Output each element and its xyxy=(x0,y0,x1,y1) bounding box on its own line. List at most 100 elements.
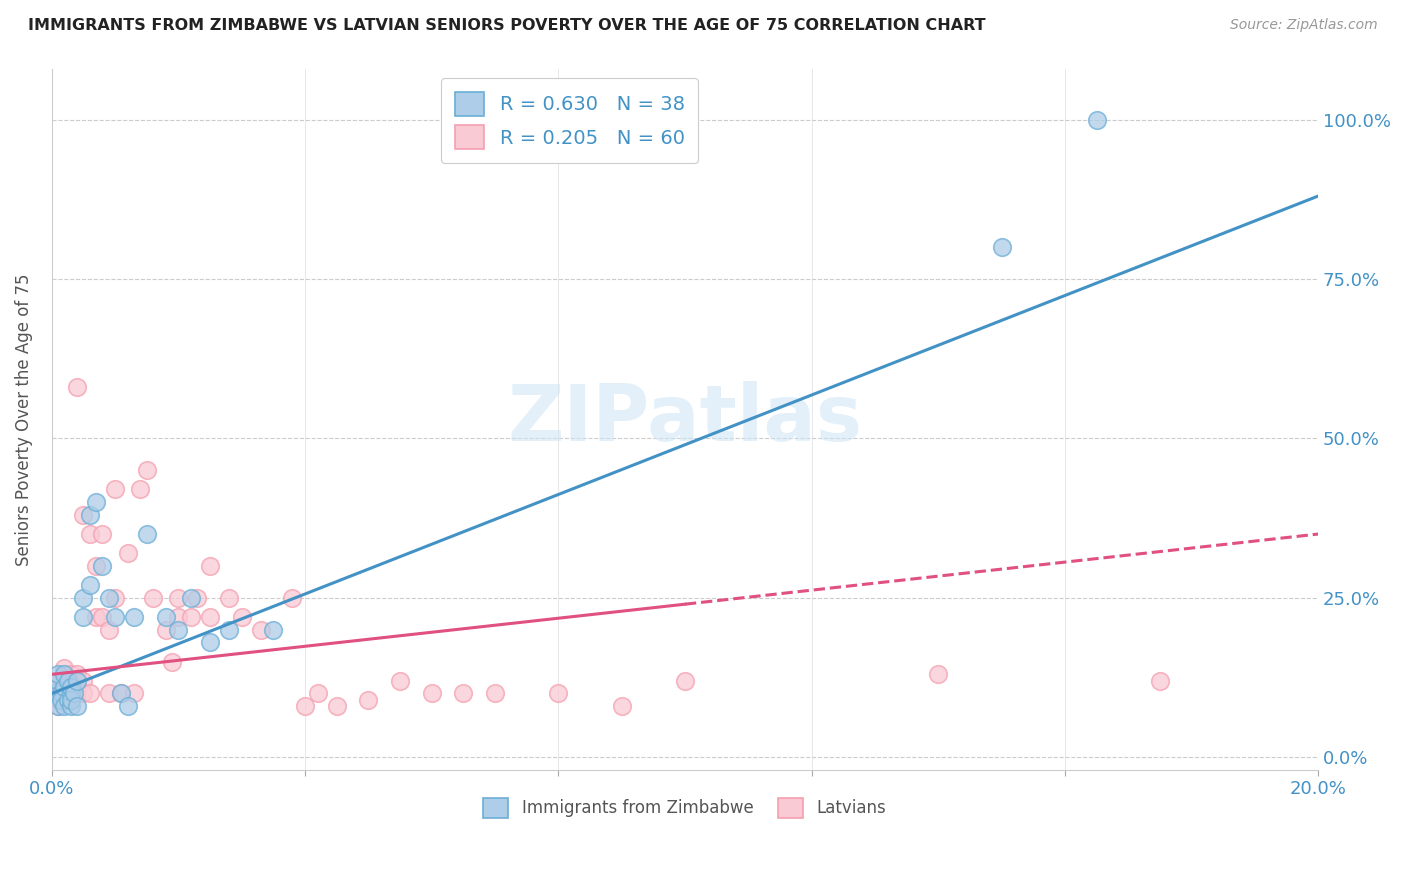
Point xyxy=(72,610,94,624)
Point xyxy=(135,527,157,541)
Point xyxy=(180,610,202,624)
Point xyxy=(72,591,94,605)
Point xyxy=(53,693,76,707)
Point xyxy=(59,693,82,707)
Point xyxy=(91,558,114,573)
Point xyxy=(167,610,190,624)
Point xyxy=(218,623,240,637)
Point xyxy=(84,558,107,573)
Point xyxy=(53,680,76,694)
Point xyxy=(51,686,73,700)
Point xyxy=(547,686,569,700)
Point xyxy=(388,673,411,688)
Point xyxy=(231,610,253,624)
Point xyxy=(117,699,139,714)
Point xyxy=(44,686,66,700)
Point xyxy=(142,591,165,605)
Point xyxy=(56,673,79,688)
Point xyxy=(484,686,506,700)
Text: ZIPatlas: ZIPatlas xyxy=(508,381,862,458)
Point xyxy=(135,463,157,477)
Point xyxy=(53,667,76,681)
Point xyxy=(325,699,347,714)
Point xyxy=(198,610,221,624)
Point xyxy=(79,686,101,700)
Point xyxy=(990,240,1012,254)
Point xyxy=(56,693,79,707)
Point xyxy=(66,699,89,714)
Point xyxy=(59,699,82,714)
Point xyxy=(104,591,127,605)
Point xyxy=(122,686,145,700)
Point xyxy=(307,686,329,700)
Point xyxy=(117,546,139,560)
Point xyxy=(927,667,949,681)
Point xyxy=(46,699,69,714)
Point xyxy=(357,693,380,707)
Point xyxy=(1085,112,1108,127)
Point xyxy=(104,610,127,624)
Point xyxy=(1149,673,1171,688)
Point xyxy=(63,686,86,700)
Legend: Immigrants from Zimbabwe, Latvians: Immigrants from Zimbabwe, Latvians xyxy=(477,791,893,825)
Point xyxy=(218,591,240,605)
Point xyxy=(79,508,101,522)
Y-axis label: Seniors Poverty Over the Age of 75: Seniors Poverty Over the Age of 75 xyxy=(15,273,32,566)
Point xyxy=(104,483,127,497)
Point xyxy=(610,699,633,714)
Point xyxy=(51,686,73,700)
Point xyxy=(46,667,69,681)
Text: IMMIGRANTS FROM ZIMBABWE VS LATVIAN SENIORS POVERTY OVER THE AGE OF 75 CORRELATI: IMMIGRANTS FROM ZIMBABWE VS LATVIAN SENI… xyxy=(28,18,986,33)
Point xyxy=(110,686,132,700)
Point xyxy=(66,380,89,394)
Point xyxy=(72,508,94,522)
Point xyxy=(46,673,69,688)
Point xyxy=(155,610,177,624)
Point xyxy=(110,686,132,700)
Point xyxy=(155,623,177,637)
Point xyxy=(281,591,304,605)
Point xyxy=(53,699,76,714)
Point xyxy=(46,699,69,714)
Point xyxy=(160,655,183,669)
Point xyxy=(53,667,76,681)
Point xyxy=(97,591,120,605)
Point xyxy=(59,680,82,694)
Point xyxy=(420,686,443,700)
Point xyxy=(59,693,82,707)
Point xyxy=(673,673,696,688)
Point xyxy=(84,610,107,624)
Point xyxy=(167,591,190,605)
Point xyxy=(91,610,114,624)
Point xyxy=(79,527,101,541)
Point xyxy=(97,623,120,637)
Point xyxy=(167,623,190,637)
Point xyxy=(59,686,82,700)
Point xyxy=(66,673,89,688)
Point xyxy=(51,680,73,694)
Point xyxy=(84,495,107,509)
Point xyxy=(56,673,79,688)
Point xyxy=(59,667,82,681)
Point xyxy=(46,673,69,688)
Point xyxy=(72,673,94,688)
Point xyxy=(79,578,101,592)
Point xyxy=(262,623,284,637)
Text: Source: ZipAtlas.com: Source: ZipAtlas.com xyxy=(1230,18,1378,32)
Point xyxy=(51,693,73,707)
Point xyxy=(129,483,152,497)
Point xyxy=(97,686,120,700)
Point xyxy=(186,591,208,605)
Point xyxy=(66,686,89,700)
Point xyxy=(59,686,82,700)
Point xyxy=(249,623,271,637)
Point xyxy=(122,610,145,624)
Point xyxy=(453,686,475,700)
Point xyxy=(72,686,94,700)
Point xyxy=(46,693,69,707)
Point xyxy=(91,527,114,541)
Point xyxy=(294,699,316,714)
Point xyxy=(198,635,221,649)
Point xyxy=(180,591,202,605)
Point xyxy=(198,558,221,573)
